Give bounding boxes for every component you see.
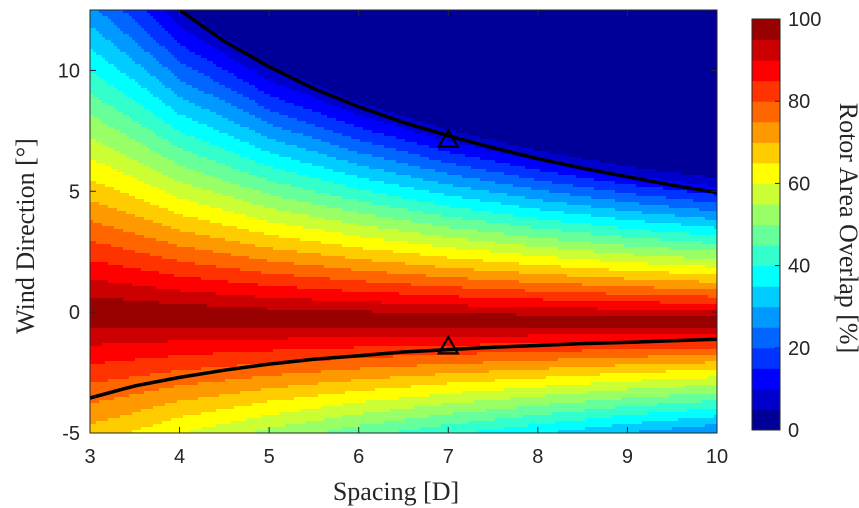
colorbar-segment xyxy=(752,389,780,410)
colorbar-axis: 0 20 40 60 80 100 xyxy=(775,9,821,442)
x-tick-label: 10 xyxy=(706,446,728,468)
colorbar-segment xyxy=(752,204,780,225)
colorbar-segment xyxy=(752,60,780,81)
colorbar-segment xyxy=(752,245,780,266)
x-tick-label: 3 xyxy=(84,446,95,468)
colorbar-segment xyxy=(752,286,780,307)
x-tick-label: 6 xyxy=(353,446,364,468)
colorbar-segment xyxy=(752,409,780,430)
colorbar-segment xyxy=(752,122,780,143)
colorbar xyxy=(752,19,780,431)
x-tick-label: 7 xyxy=(443,446,454,468)
colorbar-tick-label: 100 xyxy=(788,9,821,31)
colorbar-segment xyxy=(752,225,780,246)
colorbar-segment xyxy=(752,163,780,184)
y-axis-label: Wind Direction [°] xyxy=(11,138,40,334)
colorbar-segment xyxy=(752,307,780,328)
x-tick-label: 4 xyxy=(174,446,185,468)
colorbar-segment xyxy=(752,327,780,348)
y-tick-label: -5 xyxy=(62,423,80,445)
colorbar-segment xyxy=(752,142,780,163)
x-tick-label: 9 xyxy=(622,446,633,468)
x-tick-label: 5 xyxy=(264,446,275,468)
contour-fill xyxy=(90,10,718,434)
colorbar-tick-label: 20 xyxy=(788,338,810,360)
colorbar-segment xyxy=(752,368,780,389)
colorbar-segment xyxy=(752,348,780,369)
colorbar-segment xyxy=(752,81,780,102)
y-tick-label: 10 xyxy=(58,60,80,82)
plot-area xyxy=(90,0,718,434)
colorbar-segment xyxy=(752,19,780,40)
y-tick-label: 0 xyxy=(69,302,80,324)
colorbar-segment xyxy=(752,266,780,287)
x-axis-label: Spacing [D] xyxy=(333,477,459,506)
colorbar-label: Rotor Area Overlap [%] xyxy=(834,103,859,354)
x-tick-label: 8 xyxy=(532,446,543,468)
colorbar-tick-label: 40 xyxy=(788,256,810,278)
y-tick-label: 5 xyxy=(69,181,80,203)
colorbar-segment xyxy=(752,183,780,204)
colorbar-segment xyxy=(752,101,780,122)
colorbar-tick-label: 80 xyxy=(788,91,810,113)
colorbar-tick-label: 0 xyxy=(788,420,799,442)
colorbar-tick-label: 60 xyxy=(788,173,810,195)
colorbar-segment xyxy=(752,40,780,61)
